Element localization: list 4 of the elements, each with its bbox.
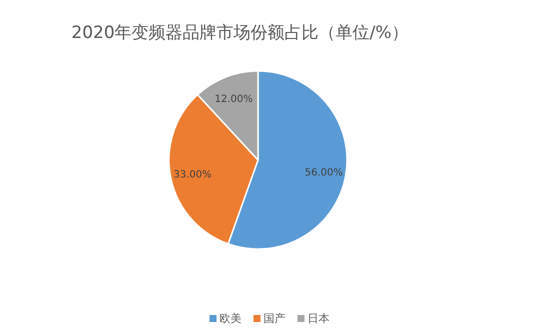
legend-label: 国产 bbox=[264, 312, 286, 325]
legend-label: 日本 bbox=[308, 312, 330, 325]
legend-label: 欧美 bbox=[220, 312, 242, 325]
title: 2020年变频器品牌市场份额占比（单位/%） bbox=[71, 23, 409, 43]
